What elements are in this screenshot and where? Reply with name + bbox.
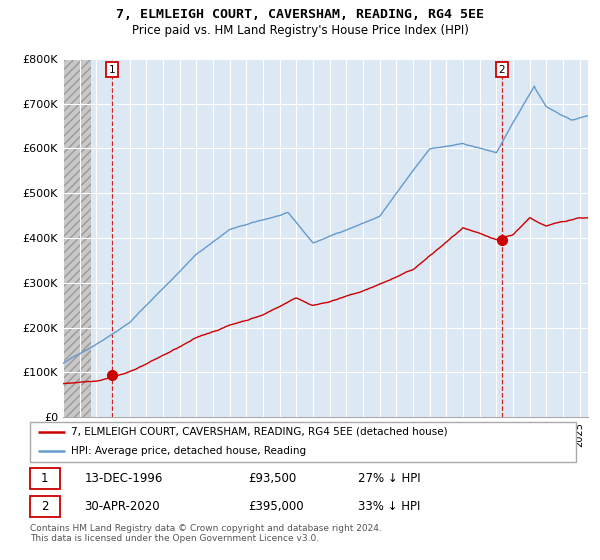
Text: £93,500: £93,500 [248,472,296,485]
Text: 2: 2 [41,500,49,513]
Text: Price paid vs. HM Land Registry's House Price Index (HPI): Price paid vs. HM Land Registry's House … [131,24,469,36]
Text: 7, ELMLEIGH COURT, CAVERSHAM, READING, RG4 5EE (detached house): 7, ELMLEIGH COURT, CAVERSHAM, READING, R… [71,427,448,437]
Text: 2: 2 [499,64,505,74]
Text: 30-APR-2020: 30-APR-2020 [85,500,160,513]
Bar [63,59,91,417]
Text: 27% ↓ HPI: 27% ↓ HPI [358,472,420,485]
Text: 13-DEC-1996: 13-DEC-1996 [85,472,163,485]
Text: 1: 1 [109,64,115,74]
Text: HPI: Average price, detached house, Reading: HPI: Average price, detached house, Read… [71,446,306,456]
Text: Contains HM Land Registry data © Crown copyright and database right 2024.
This d: Contains HM Land Registry data © Crown c… [30,524,382,543]
Text: £395,000: £395,000 [248,500,304,513]
Text: 1: 1 [41,472,49,485]
Text: 33% ↓ HPI: 33% ↓ HPI [358,500,420,513]
Bar [30,496,60,517]
Text: 7, ELMLEIGH COURT, CAVERSHAM, READING, RG4 5EE: 7, ELMLEIGH COURT, CAVERSHAM, READING, R… [116,8,484,21]
Bar [30,468,60,489]
